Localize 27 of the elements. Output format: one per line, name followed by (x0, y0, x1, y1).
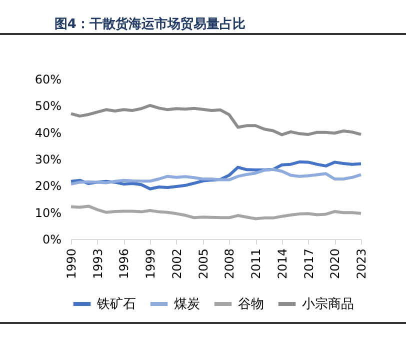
legend-label: 煤炭 (174, 297, 200, 312)
x-tick-label: 1999 (144, 248, 158, 280)
legend-label: 谷物 (238, 297, 264, 312)
y-tick-label: 10% (34, 206, 62, 220)
x-tick-label: 2005 (196, 248, 210, 280)
y-tick-label: 30% (34, 152, 62, 166)
x-tick-label: 1996 (117, 248, 132, 280)
line-series (70, 204, 362, 220)
chart-title: 图4：干散货海运市场贸易量占比 (54, 16, 246, 32)
x-tick-label: 2023 (354, 248, 368, 280)
x-tick-label: 1990 (64, 248, 78, 280)
y-tick-label: 60% (34, 72, 62, 86)
x-tick-label: 2002 (170, 248, 184, 280)
x-tick-label: 2017 (302, 248, 316, 280)
x-tick-label: 2008 (222, 248, 237, 280)
x-tick-label: 2011 (249, 248, 264, 280)
y-tick-label: 40% (34, 126, 62, 140)
x-tick-label: 2020 (328, 248, 342, 280)
legend-label: 铁矿石 (96, 297, 136, 312)
x-tick-label: 1993 (90, 248, 105, 280)
legend-label: 小宗商品 (302, 296, 354, 312)
line-series (70, 104, 362, 136)
line-series (70, 168, 362, 186)
y-tick-label: 50% (34, 99, 62, 114)
y-tick-label: 0% (42, 232, 62, 246)
x-tick-label: 2014 (275, 248, 290, 280)
y-tick-label: 20% (34, 179, 62, 194)
